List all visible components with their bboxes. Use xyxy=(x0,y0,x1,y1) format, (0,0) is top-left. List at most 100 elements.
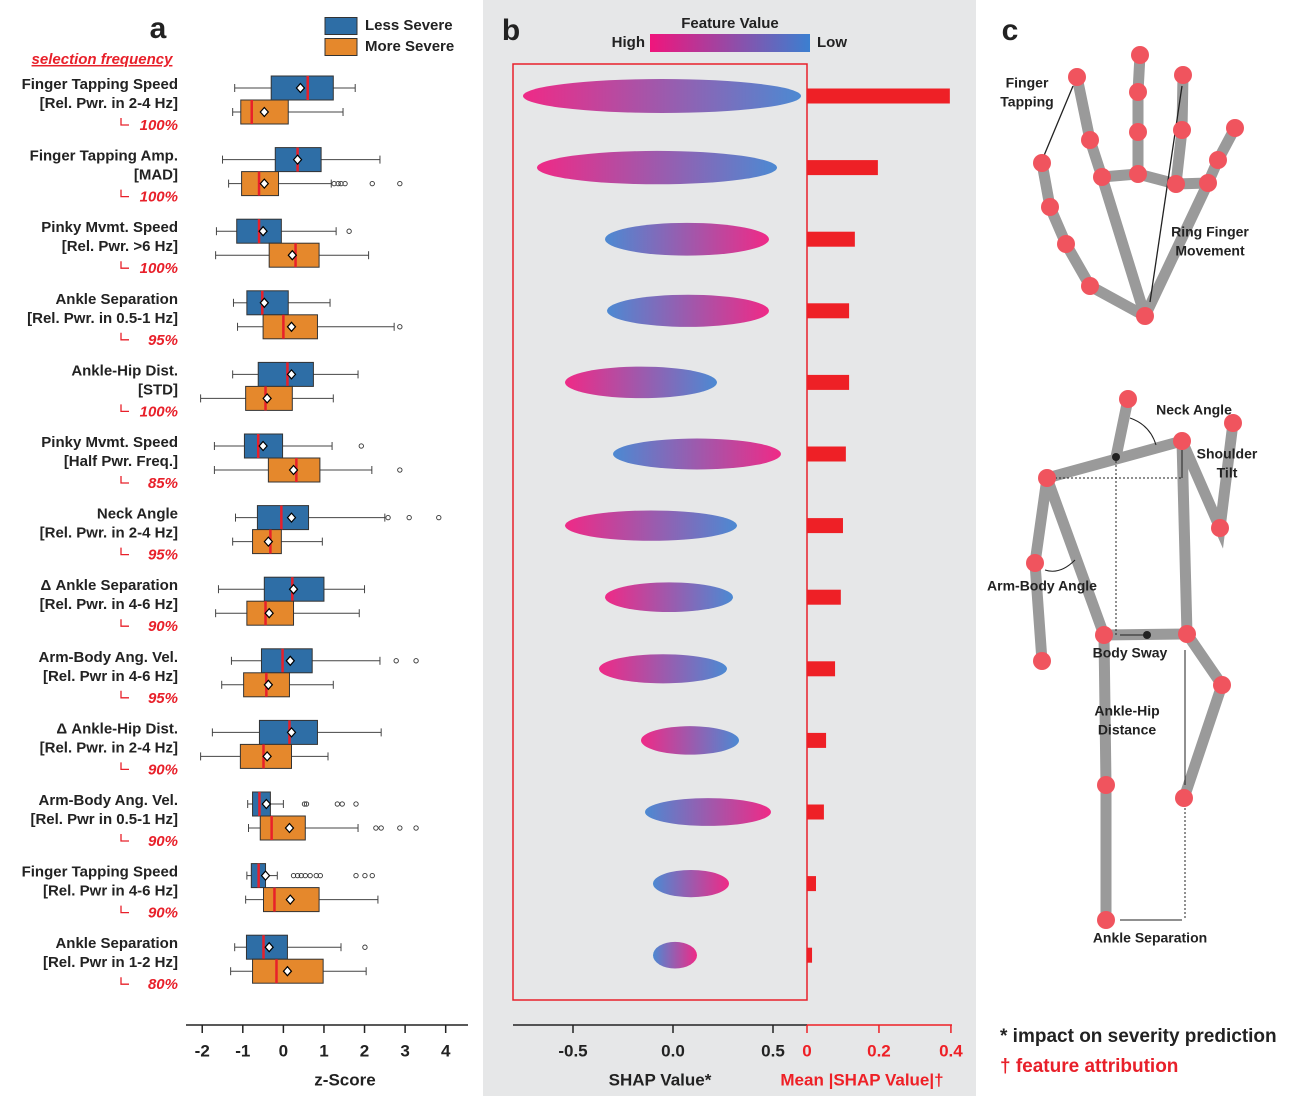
bar xyxy=(807,518,843,533)
legend-label: More Severe xyxy=(365,38,454,55)
swarm xyxy=(537,151,777,184)
outlier xyxy=(354,873,358,877)
body-annotation-points xyxy=(1112,453,1151,639)
outlier xyxy=(363,945,367,949)
box xyxy=(247,864,375,888)
diagram-label: Finger xyxy=(1006,75,1049,91)
box xyxy=(214,434,363,458)
swarm xyxy=(653,942,697,969)
box-body xyxy=(260,816,305,840)
outlier xyxy=(407,515,411,519)
feature-label: [Rel. Pwr in 4-6 Hz] xyxy=(43,668,178,685)
selection-frequency: 90% xyxy=(148,905,178,922)
box xyxy=(222,673,334,697)
box xyxy=(231,649,418,673)
selection-frequency: 90% xyxy=(148,618,178,635)
feature-label: Arm-Body Ang. Vel. xyxy=(39,649,178,666)
bar xyxy=(807,375,849,390)
box xyxy=(248,816,418,840)
swarm xyxy=(565,367,717,399)
outlier xyxy=(414,659,418,663)
selection-frequency: 90% xyxy=(148,833,178,850)
feature-label: [MAD] xyxy=(134,167,178,184)
swarm xyxy=(605,582,733,612)
panel-label: a xyxy=(150,12,167,45)
bar xyxy=(807,303,849,318)
selection-frequency: 100% xyxy=(140,117,178,134)
panel-label: c xyxy=(1002,14,1019,47)
box xyxy=(218,577,364,601)
box xyxy=(233,291,330,315)
diagram-label: Ankle Separation xyxy=(1093,930,1207,946)
selection-marker xyxy=(121,906,129,913)
x-tick-label: -1 xyxy=(235,1041,250,1060)
selection-frequency: 100% xyxy=(140,403,178,420)
box xyxy=(214,458,402,482)
feature-label: [Rel. Pwr. >6 Hz] xyxy=(62,238,178,255)
x-tick-label: 0 xyxy=(279,1041,288,1060)
selection-marker xyxy=(121,333,129,340)
selection-marker xyxy=(121,190,129,197)
diagram-label: Movement xyxy=(1175,243,1245,259)
feature-label: Ankle-Hip Dist. xyxy=(71,362,178,379)
outlier xyxy=(308,873,312,877)
x-axis-label: z-Score xyxy=(314,1070,375,1089)
diagram-label: Body Sway xyxy=(1093,645,1168,661)
x-tick-label: 0.2 xyxy=(867,1041,891,1060)
x-tick-label: -2 xyxy=(195,1041,210,1060)
feature-label: [Rel. Pwr. in 2-4 Hz] xyxy=(40,95,178,112)
swarm xyxy=(607,295,769,327)
body-annotations xyxy=(1045,418,1185,920)
feature-label: [Half Pwr. Freq.] xyxy=(64,453,178,470)
feature-label: Pinky Mvmt. Speed xyxy=(41,219,178,236)
box-body xyxy=(258,362,313,386)
x-tick-label: 0 xyxy=(802,1041,811,1060)
diagram-label: Distance xyxy=(1098,722,1157,738)
selection-marker xyxy=(121,977,129,984)
diagram-label: Tilt xyxy=(1217,465,1238,481)
diagram-label: Shoulder xyxy=(1197,446,1258,462)
feature-label: [Rel. Pwr. in 4-6 Hz] xyxy=(40,596,178,613)
box xyxy=(248,792,359,816)
x-axis-label: SHAP Value* xyxy=(609,1070,712,1089)
box xyxy=(233,362,358,386)
selection-marker xyxy=(121,762,129,769)
outlier xyxy=(340,802,344,806)
box xyxy=(246,888,378,912)
outlier xyxy=(398,325,402,329)
x-tick-label: 2 xyxy=(360,1041,369,1060)
feature-label: Δ Ankle-Hip Dist. xyxy=(56,720,178,737)
bar xyxy=(807,805,824,820)
x-tick-label: 0.4 xyxy=(939,1041,963,1060)
box xyxy=(212,720,381,744)
feature-label: [Rel. Pwr. in 2-4 Hz] xyxy=(40,739,178,756)
outlier xyxy=(386,515,390,519)
legend-label: Less Severe xyxy=(365,17,453,34)
box xyxy=(216,219,351,243)
x-tick-label: 0.5 xyxy=(761,1041,785,1060)
selection-frequency: 100% xyxy=(140,189,178,206)
feature-label: [Rel. Pwr in 0.5-1 Hz] xyxy=(30,811,178,828)
diagram-label: Tapping xyxy=(1000,94,1053,110)
selection-marker xyxy=(121,404,129,411)
selection-frequency: 90% xyxy=(148,761,178,778)
selection-marker xyxy=(121,691,129,698)
feature-label: [Rel. Pwr in 4-6 Hz] xyxy=(43,883,178,900)
note: † feature attribution xyxy=(1000,1056,1178,1077)
x-tick-label: 0.0 xyxy=(661,1041,685,1060)
feature-label: Finger Tapping Speed xyxy=(22,864,178,881)
box xyxy=(231,959,367,983)
feature-label: [Rel. Pwr in 1-2 Hz] xyxy=(43,954,178,971)
swarm xyxy=(613,439,781,470)
outlier xyxy=(354,802,358,806)
outlier xyxy=(437,515,441,519)
feature-label: Finger Tapping Speed xyxy=(22,76,178,93)
outlier xyxy=(394,659,398,663)
selection-frequency: 95% xyxy=(148,690,178,707)
feature-label: Finger Tapping Amp. xyxy=(30,148,178,165)
colorbar-high: High xyxy=(612,34,645,51)
outlier xyxy=(335,802,339,806)
x-tick-label: -0.5 xyxy=(558,1041,587,1060)
figure: a b c xyxy=(0,0,1293,1096)
selection-frequency: 85% xyxy=(148,475,178,492)
